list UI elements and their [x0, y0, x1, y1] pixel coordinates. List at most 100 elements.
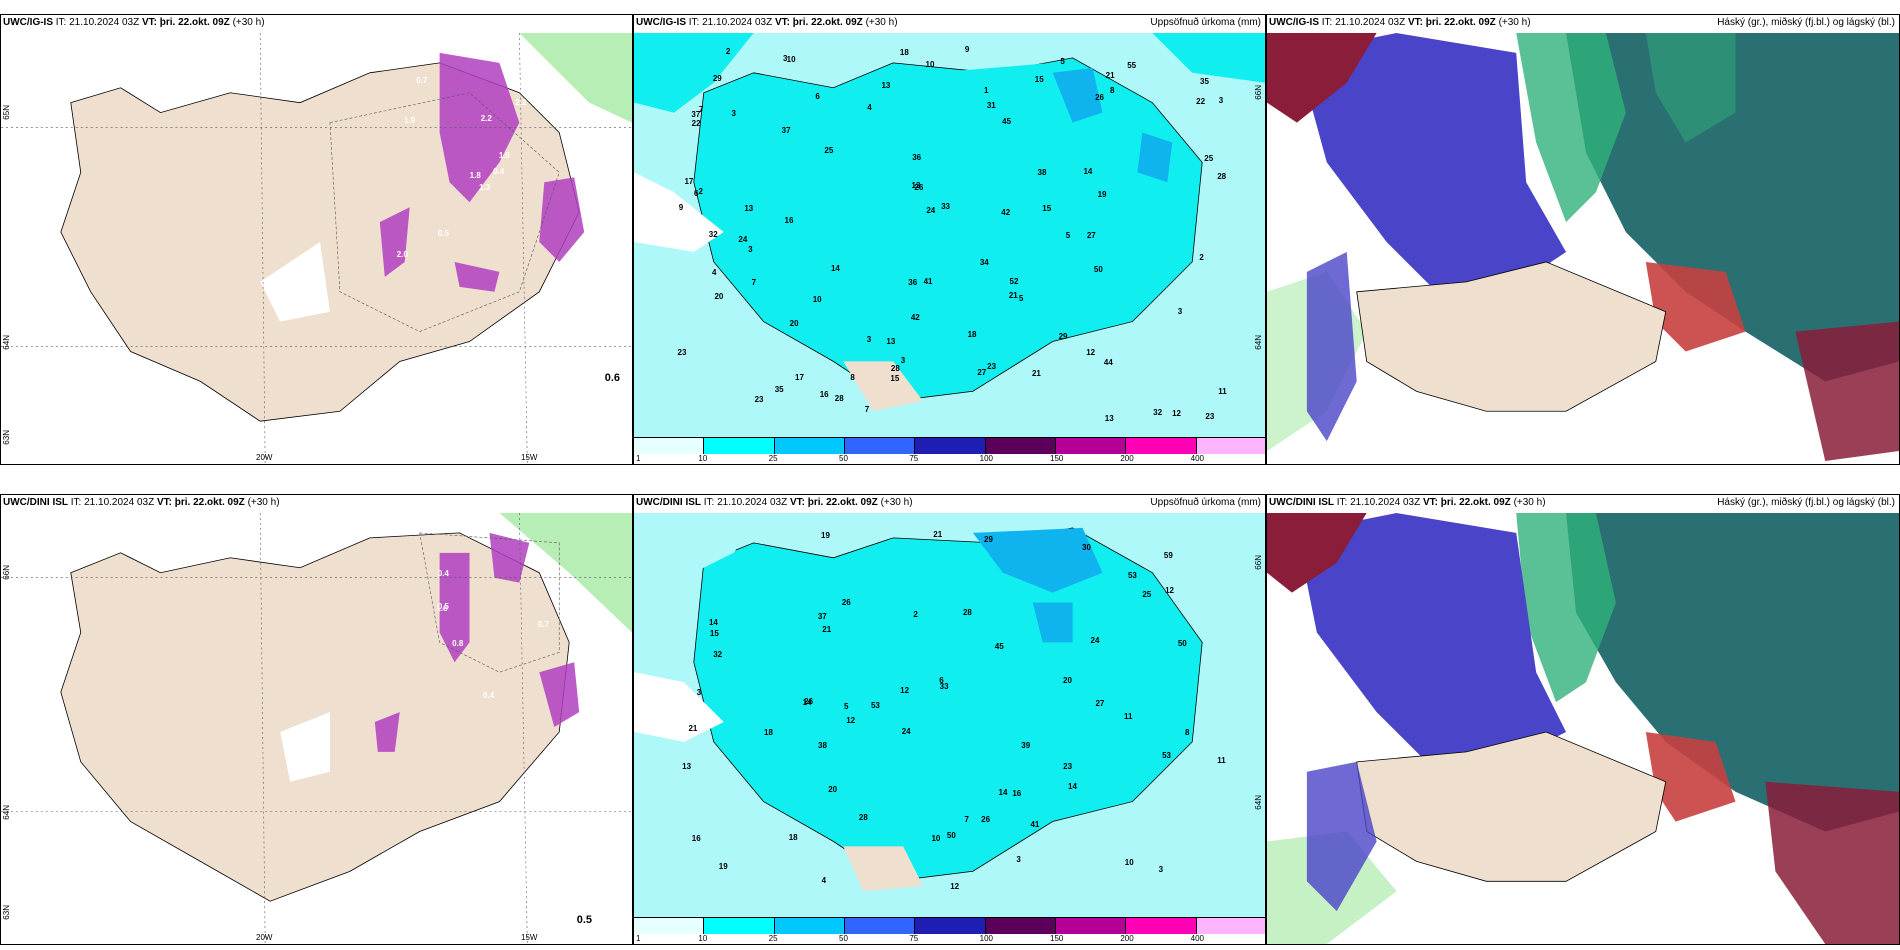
- point-value-label: 28: [890, 364, 900, 374]
- point-value-label: 0.7: [537, 620, 549, 630]
- point-value-label: 13: [682, 762, 692, 772]
- point-value-label: 39: [1021, 741, 1031, 751]
- point-value-label: 25: [824, 146, 834, 156]
- colorbar-segment: [774, 918, 845, 934]
- point-value-label: 14: [830, 264, 840, 274]
- point-value-label: 1.0: [498, 151, 510, 161]
- colorbar-segment: [1126, 438, 1197, 454]
- point-value-label: 16: [1012, 789, 1022, 799]
- point-value-label: 1.3: [479, 182, 491, 192]
- point-value-label: 0.4: [437, 569, 449, 579]
- colorbar-tick-label: 75: [909, 454, 919, 463]
- point-value-label: 5: [1065, 230, 1071, 240]
- colorbar-segment: [774, 438, 845, 454]
- map-area[interactable]: [1, 513, 632, 944]
- point-value-label: 28: [834, 394, 844, 404]
- point-value-label: 25: [1142, 589, 1152, 599]
- colorbar-tick-label: 400: [1190, 454, 1205, 463]
- point-value-label: 8: [850, 373, 855, 383]
- point-value-label: 53: [1127, 571, 1137, 581]
- point-value-label: 26: [841, 597, 851, 607]
- point-value-label: 19: [1097, 190, 1107, 200]
- map-area[interactable]: [1, 33, 632, 464]
- panel-header: UWC/IG-IS IT: 21.10.2024 03Z VT: þri. 22…: [636, 17, 898, 28]
- point-value-label: 19: [821, 531, 830, 541]
- colorbar-tick-label: 150: [1050, 934, 1064, 943]
- point-value-label: 18: [967, 330, 977, 340]
- colorbar-tick-label: 200: [1120, 454, 1134, 463]
- map-area[interactable]: [634, 513, 1265, 918]
- map-area[interactable]: [1267, 33, 1899, 464]
- point-value-label: 5: [1060, 57, 1065, 67]
- point-value-label: 12: [1165, 586, 1174, 596]
- point-value-label: 2.2: [515, 98, 527, 108]
- point-value-label: 42: [1001, 208, 1011, 218]
- colorbar-segment: [1196, 438, 1265, 454]
- point-value-label: 15: [709, 628, 719, 638]
- lon-label: 20W: [256, 933, 273, 942]
- lat-label: 64N: [1254, 795, 1263, 810]
- point-value-label: 3: [748, 245, 753, 255]
- point-value-label: 6: [694, 189, 699, 199]
- point-value-label: 2: [913, 610, 918, 620]
- point-value-label: 28: [858, 813, 868, 823]
- point-value-label: 0.3: [568, 268, 580, 278]
- point-value-label: 16: [819, 389, 829, 399]
- lon-label: 15W: [521, 453, 538, 462]
- point-value-label: 26: [914, 182, 924, 192]
- point-value-label: 2: [698, 186, 703, 196]
- point-value-label: 17: [795, 372, 804, 382]
- map-area[interactable]: [634, 33, 1265, 438]
- point-value-label: 20: [714, 292, 724, 302]
- point-value-label: 33: [939, 682, 949, 692]
- point-value-label: 31: [986, 101, 996, 111]
- point-value-label: 1.6: [436, 603, 448, 613]
- lat-label: 65N: [2, 105, 11, 120]
- snow-depth-map: [1, 33, 632, 464]
- point-value-label: 24: [738, 235, 748, 245]
- colorbar-segment: [1126, 918, 1197, 934]
- colorbar-segment: [1056, 438, 1127, 454]
- point-value-label: 15: [1042, 203, 1052, 213]
- point-value-label: 32: [713, 650, 723, 660]
- point-value-label: 23: [1063, 762, 1073, 772]
- point-value-label: 7: [964, 814, 969, 824]
- point-value-label: 13: [744, 204, 754, 214]
- panel-clouds-igis: UWC/IG-IS IT: 21.10.2024 03Z VT: þri. 22…: [1266, 14, 1900, 465]
- panel-precip-dini: UWC/DINI ISL IT: 21.10.2024 03Z VT: þri.…: [633, 494, 1266, 945]
- point-value-label: 26: [804, 696, 814, 706]
- point-value-label: 18: [899, 48, 909, 58]
- point-value-label: 11: [1217, 755, 1226, 765]
- point-value-label: 13: [1104, 414, 1114, 424]
- colorbar-tick-label: 50: [839, 934, 848, 943]
- colorbar-tick-label: 10: [698, 934, 708, 943]
- point-value-label: 16: [691, 834, 701, 844]
- point-value-label: 12: [1086, 347, 1096, 357]
- point-value-label: 27: [1086, 231, 1096, 241]
- point-value-label: 21: [1031, 368, 1041, 378]
- point-value-label: 3: [866, 335, 872, 345]
- point-value-label: 3: [1158, 865, 1164, 875]
- colorbar-tick-label: 75: [909, 934, 919, 943]
- point-value-label: 3: [783, 54, 788, 64]
- colorbar-tick-label: 1: [636, 934, 641, 943]
- point-value-label: 45: [994, 641, 1004, 651]
- colorbar-segment: [845, 918, 916, 934]
- point-value-label: 10: [925, 59, 935, 69]
- point-value-label: 28: [1217, 172, 1227, 182]
- point-value-label: 9: [678, 203, 684, 213]
- point-value-label: 6: [939, 675, 944, 685]
- map-area[interactable]: [1267, 513, 1899, 944]
- point-value-label: 13: [911, 181, 921, 191]
- point-value-label: 27: [1095, 698, 1105, 708]
- point-value-label: 21: [688, 724, 698, 734]
- point-value-label: 53: [870, 700, 880, 710]
- point-value-label: 41: [923, 277, 933, 287]
- point-value-label: 53: [1162, 750, 1172, 760]
- lat-label: 64N: [2, 805, 11, 820]
- point-value-label: 12: [1172, 408, 1181, 418]
- point-value-label: 14: [1083, 166, 1093, 176]
- cloud-map: [1267, 513, 1899, 944]
- point-value-label: 34: [979, 258, 989, 268]
- point-value-label: 37: [817, 611, 827, 621]
